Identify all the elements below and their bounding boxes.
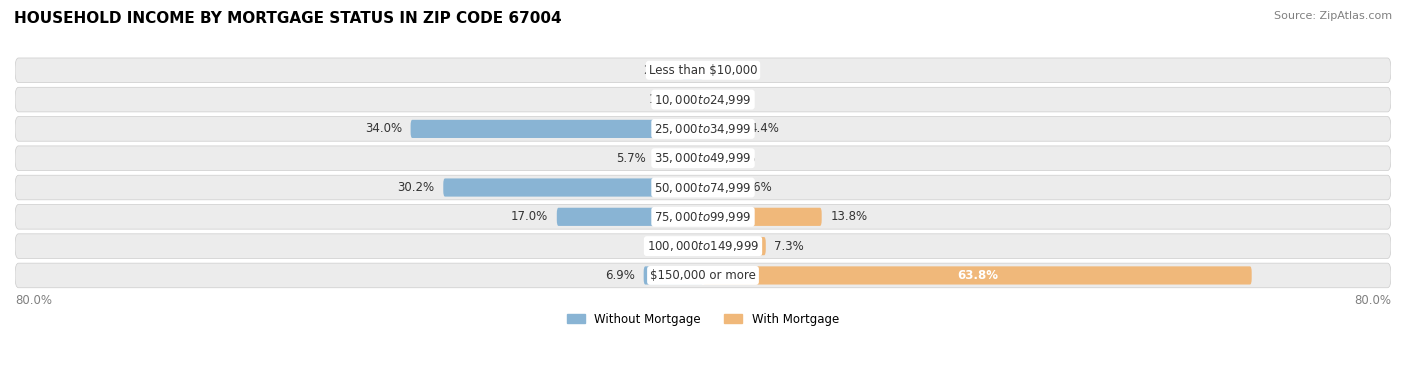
FancyBboxPatch shape — [703, 267, 1251, 285]
FancyBboxPatch shape — [15, 175, 1391, 200]
Text: $100,000 to $149,999: $100,000 to $149,999 — [647, 239, 759, 253]
Text: 80.0%: 80.0% — [15, 294, 52, 308]
FancyBboxPatch shape — [686, 237, 703, 255]
FancyBboxPatch shape — [644, 267, 703, 285]
Text: $75,000 to $99,999: $75,000 to $99,999 — [654, 210, 752, 224]
Text: 1.5%: 1.5% — [724, 93, 754, 106]
Text: $10,000 to $24,999: $10,000 to $24,999 — [654, 93, 752, 107]
FancyBboxPatch shape — [703, 120, 741, 138]
Text: $35,000 to $49,999: $35,000 to $49,999 — [654, 151, 752, 165]
Text: $150,000 or more: $150,000 or more — [650, 269, 756, 282]
Text: $50,000 to $74,999: $50,000 to $74,999 — [654, 181, 752, 195]
Text: 80.0%: 80.0% — [1354, 294, 1391, 308]
Text: 2.5%: 2.5% — [643, 64, 673, 77]
FancyBboxPatch shape — [15, 234, 1391, 259]
FancyBboxPatch shape — [15, 87, 1391, 112]
FancyBboxPatch shape — [15, 263, 1391, 288]
Text: 6.9%: 6.9% — [605, 269, 636, 282]
FancyBboxPatch shape — [703, 237, 766, 255]
FancyBboxPatch shape — [15, 116, 1391, 141]
Text: 1.9%: 1.9% — [648, 240, 678, 253]
Text: $25,000 to $34,999: $25,000 to $34,999 — [654, 122, 752, 136]
FancyBboxPatch shape — [654, 149, 703, 167]
Legend: Without Mortgage, With Mortgage: Without Mortgage, With Mortgage — [562, 308, 844, 330]
Text: 34.0%: 34.0% — [366, 123, 402, 135]
FancyBboxPatch shape — [443, 178, 703, 196]
Text: 5.7%: 5.7% — [616, 152, 645, 165]
Text: 17.0%: 17.0% — [510, 210, 548, 223]
Text: 7.3%: 7.3% — [775, 240, 804, 253]
FancyBboxPatch shape — [15, 146, 1391, 170]
Text: 4.4%: 4.4% — [749, 123, 779, 135]
Text: Source: ZipAtlas.com: Source: ZipAtlas.com — [1274, 11, 1392, 21]
Text: 3.6%: 3.6% — [742, 181, 772, 194]
FancyBboxPatch shape — [557, 208, 703, 226]
Text: 0.0%: 0.0% — [711, 64, 741, 77]
FancyBboxPatch shape — [682, 61, 703, 80]
Text: HOUSEHOLD INCOME BY MORTGAGE STATUS IN ZIP CODE 67004: HOUSEHOLD INCOME BY MORTGAGE STATUS IN Z… — [14, 11, 561, 26]
FancyBboxPatch shape — [411, 120, 703, 138]
FancyBboxPatch shape — [703, 178, 734, 196]
FancyBboxPatch shape — [703, 149, 709, 167]
Text: 63.8%: 63.8% — [957, 269, 998, 282]
FancyBboxPatch shape — [703, 90, 716, 109]
FancyBboxPatch shape — [15, 204, 1391, 229]
Text: 13.8%: 13.8% — [831, 210, 868, 223]
FancyBboxPatch shape — [703, 208, 821, 226]
Text: 30.2%: 30.2% — [398, 181, 434, 194]
Text: 1.9%: 1.9% — [648, 93, 678, 106]
FancyBboxPatch shape — [15, 58, 1391, 83]
FancyBboxPatch shape — [686, 90, 703, 109]
Text: 0.72%: 0.72% — [718, 152, 755, 165]
Text: Less than $10,000: Less than $10,000 — [648, 64, 758, 77]
